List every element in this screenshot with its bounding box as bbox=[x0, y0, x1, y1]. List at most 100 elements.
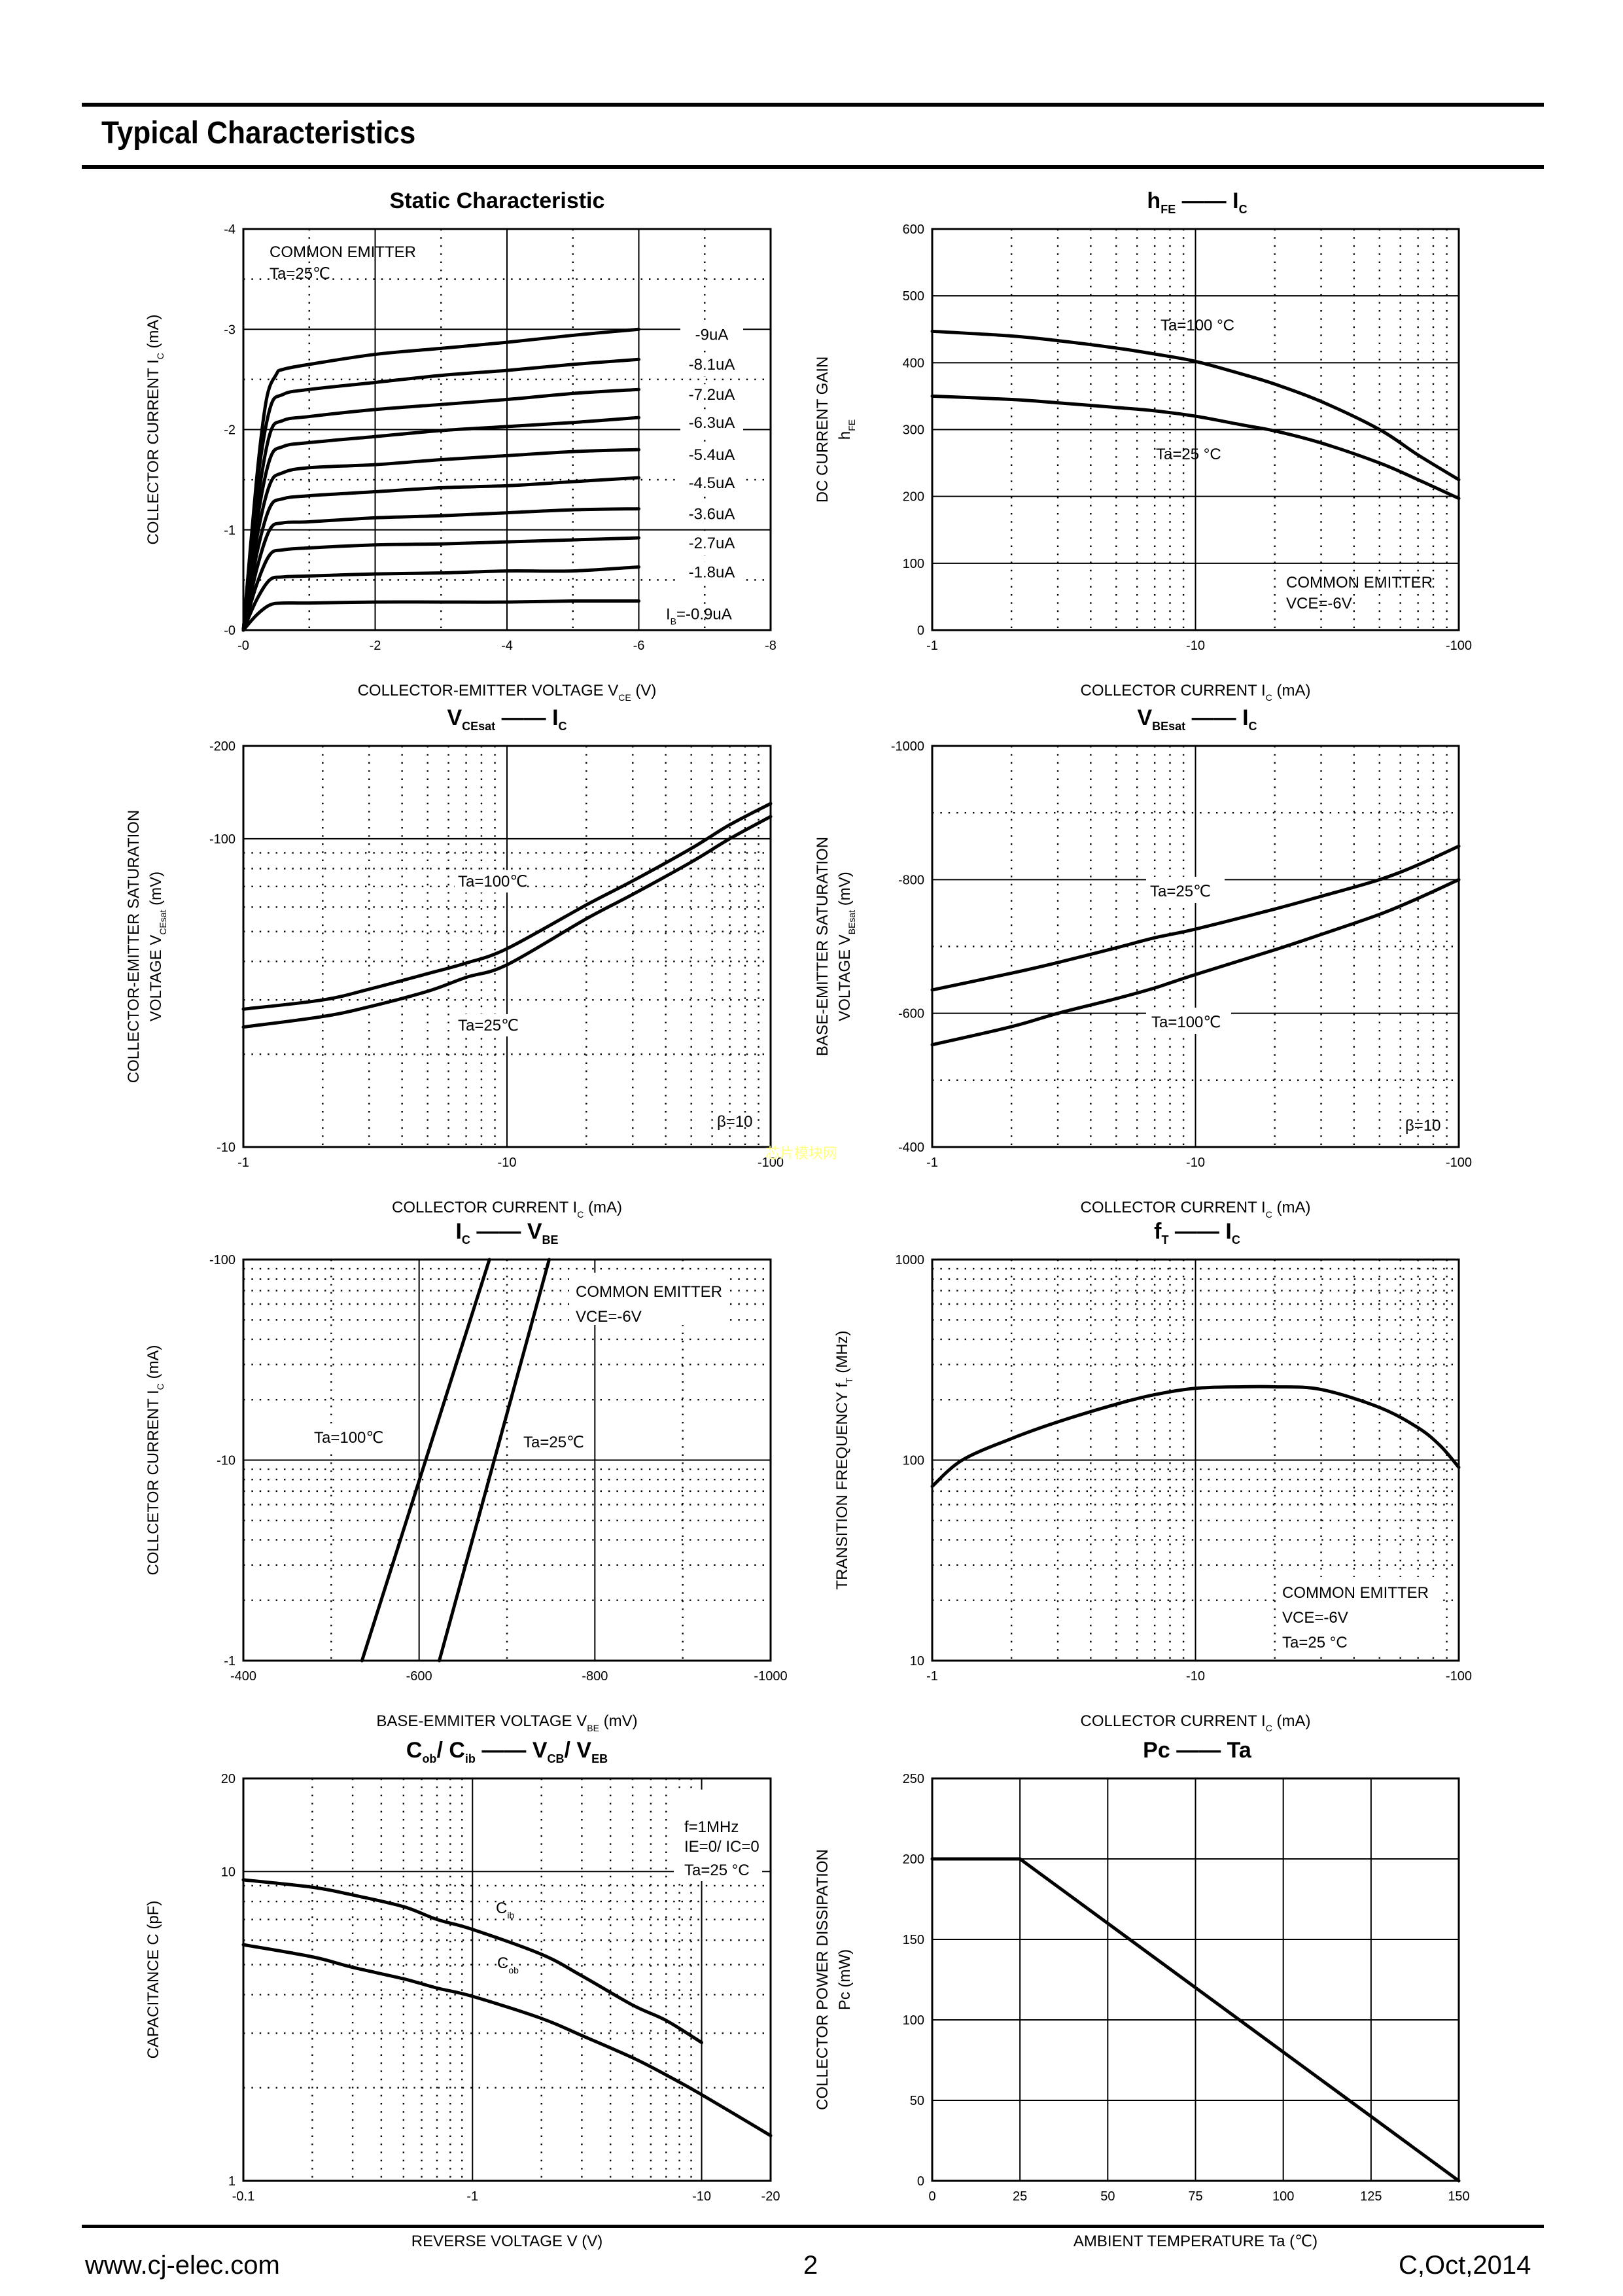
x-tick-label: -1 bbox=[926, 639, 938, 653]
plot-frame bbox=[931, 228, 1460, 631]
y-axis-label-2: VOLTAGE VBEsat​ (mV) bbox=[836, 872, 857, 1021]
plot-frame bbox=[931, 1777, 1460, 2182]
annotation: β=10 bbox=[717, 1113, 753, 1131]
chart-title: VCEsat​ —— IC​ bbox=[447, 705, 567, 733]
series-line-ta-100- bbox=[360, 1258, 491, 1663]
y-tick-label: 0 bbox=[917, 2174, 924, 2189]
annotation: VCE=-6V bbox=[1282, 1609, 1348, 1627]
y-axis-label-2: hFE​ bbox=[836, 419, 857, 440]
y-axis-label: COLLECTOR CURRENT IC​ (mA) bbox=[145, 315, 166, 545]
y-tick-label: -0 bbox=[224, 624, 236, 638]
series-label: -6.3uA bbox=[689, 414, 735, 432]
series-line-ta-25- bbox=[930, 844, 1461, 992]
y-axis-label: COLLECTOR POWER DISSIPATION bbox=[814, 1849, 831, 2110]
annotation: Ta=100℃ bbox=[458, 873, 527, 891]
annotation: COMMON EMITTER bbox=[576, 1283, 722, 1301]
series-line-ib-6-3ua bbox=[241, 415, 640, 632]
series-line-cib bbox=[241, 1878, 704, 2045]
x-tick-label: -1 bbox=[926, 1156, 938, 1170]
series-line-ib-4-5ua bbox=[241, 476, 640, 632]
label-mask bbox=[680, 561, 743, 584]
chart-hfe-group: -1 -10 -100 0 100 200 300 400 500 600 hFE​ —— IC​ C… bbox=[814, 188, 1472, 703]
y-axis-label: COLLECTOR-EMITTER SATURATION bbox=[125, 810, 143, 1083]
header-bottom-rule bbox=[82, 165, 1544, 169]
label-mask bbox=[680, 472, 743, 495]
y-axis-label: BASE-EMITTER SATURATION bbox=[814, 837, 831, 1056]
x-tick-label: -20 bbox=[761, 2189, 780, 2204]
series-line-ta-25- bbox=[241, 815, 773, 1029]
annotation: Ta=25℃ bbox=[270, 265, 330, 283]
x-tick-label: -6 bbox=[633, 639, 645, 653]
annotation: Ta=25 °C bbox=[1156, 446, 1221, 463]
series-line-ta-25- bbox=[438, 1258, 551, 1663]
x-tick-label: -100 bbox=[1446, 1156, 1472, 1170]
plot-frame bbox=[242, 1258, 772, 1662]
series-label: -1.8uA bbox=[689, 563, 735, 581]
chart-title: IC​ —— VBE​ bbox=[455, 1219, 558, 1246]
label-mask bbox=[569, 1273, 726, 1325]
x-tick-label: -10 bbox=[498, 1156, 517, 1170]
y-tick-label: 10 bbox=[910, 1654, 924, 1669]
x-axis-label: COLLECTOR CURRENT IC​ (mA) bbox=[1081, 1712, 1311, 1733]
y-tick-label: -2 bbox=[224, 423, 236, 438]
chart-cap-group: -0.1 -1 -10 -20 1 10 20 Cob​/ Cib​ —— VCB​/ VEB… bbox=[145, 1738, 780, 2250]
y-axis-label: CAPACITANCE C (pF) bbox=[145, 1901, 162, 2059]
y-tick-label: -1 bbox=[224, 523, 236, 538]
y-tick-label: -400 bbox=[898, 1140, 924, 1155]
footer-website-link[interactable]: www.cj-elec.com bbox=[85, 2251, 280, 2280]
y-tick-label: -100 bbox=[209, 1253, 236, 1267]
series-line-ib-7-2ua bbox=[241, 387, 640, 632]
annotation: Ta=25 °C bbox=[684, 1862, 750, 1879]
x-tick-label: 0 bbox=[928, 2189, 935, 2204]
series-line-ib-3-6ua bbox=[241, 507, 640, 632]
x-tick-label: 75 bbox=[1188, 2189, 1202, 2204]
annotation: Ta=100℃ bbox=[1151, 1014, 1221, 1031]
label-mask bbox=[1276, 1577, 1439, 1655]
label-mask bbox=[674, 1790, 762, 1881]
label-mask bbox=[455, 870, 527, 892]
x-axis-label: COLLECTOR CURRENT IC​ (mA) bbox=[392, 1199, 622, 1220]
y-tick-label: 600 bbox=[903, 222, 924, 237]
y-tick-label: -800 bbox=[898, 873, 924, 887]
annotation: COMMON EMITTER bbox=[1286, 574, 1433, 592]
y-axis-label: DC CURRENT GAIN bbox=[814, 357, 831, 503]
x-tick-label: -100 bbox=[1446, 1669, 1472, 1684]
y-tick-label: 100 bbox=[903, 2013, 924, 2028]
y-axis-label-2: VOLTAGE VCEsat​ (mV) bbox=[147, 872, 168, 1021]
y-tick-label: 200 bbox=[903, 490, 924, 504]
y-tick-label: -1 bbox=[224, 1654, 236, 1669]
y-tick-label: 0 bbox=[917, 624, 924, 638]
chart-icvbe-group: -400 -600 -800 -1000 -1 -10 -100 IC​ —— VBE​ BAS… bbox=[145, 1219, 788, 1733]
y-tick-label: 100 bbox=[903, 557, 924, 571]
y-axis-label: COLLCETOR CURRENT IC​ (mA) bbox=[145, 1345, 166, 1576]
series-label: -8.1uA bbox=[689, 356, 735, 374]
series-label: -9uA bbox=[695, 326, 729, 344]
label-mask bbox=[680, 354, 743, 377]
x-tick-label: -10 bbox=[1186, 639, 1205, 653]
x-tick-label: -10 bbox=[692, 2189, 711, 2204]
series-line-pc bbox=[930, 1857, 1461, 2183]
chart-title: Static Characteristic bbox=[390, 188, 605, 213]
x-tick-label: 50 bbox=[1100, 2189, 1115, 2204]
y-tick-label: 250 bbox=[903, 1772, 924, 1786]
x-tick-label: -1000 bbox=[754, 1669, 787, 1684]
series-line-ta-100-c bbox=[930, 329, 1461, 482]
annotation: Ta=25℃ bbox=[523, 1434, 584, 1451]
footer-page-number: 2 bbox=[803, 2251, 818, 2280]
label-mask bbox=[517, 1426, 582, 1454]
annotation: f=1MHz bbox=[684, 1818, 739, 1836]
y-tick-label: 400 bbox=[903, 356, 924, 370]
x-axis-label: COLLECTOR-EMITTER VOLTAGE VCE​ (V) bbox=[358, 682, 657, 703]
x-tick-label: -10 bbox=[1186, 1156, 1205, 1170]
annotation: COMMON EMITTER bbox=[1282, 1584, 1429, 1602]
y-tick-label: -200 bbox=[209, 739, 236, 754]
x-tick-label: -10 bbox=[1186, 1669, 1205, 1684]
label-mask bbox=[680, 384, 743, 407]
y-tick-label: 20 bbox=[221, 1772, 236, 1786]
